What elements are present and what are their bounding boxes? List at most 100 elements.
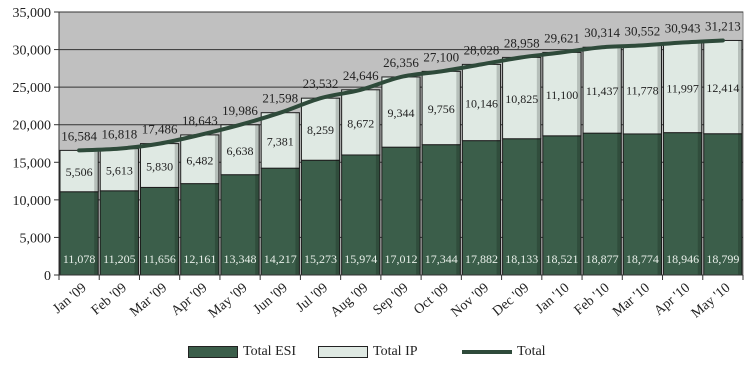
bar-ip	[461, 63, 502, 142]
label-esi: 15,974	[344, 252, 377, 266]
label-total: 18,643	[182, 113, 218, 128]
bar-esi	[180, 183, 220, 276]
label-ip: 12,414	[706, 81, 739, 95]
x-tick-label: Dec '09	[490, 281, 532, 320]
bar-shade	[617, 47, 622, 275]
label-ip: 8,259	[307, 123, 334, 137]
label-total: 16,584	[61, 128, 97, 143]
x-tick-label: May '10	[689, 281, 734, 322]
bar-shade	[536, 57, 541, 276]
label-ip: 11,100	[546, 88, 579, 102]
label-total: 30,943	[665, 20, 701, 35]
bar-shade	[94, 150, 99, 275]
label-ip: 5,613	[106, 164, 133, 178]
bar-esi	[703, 133, 743, 276]
bar-shade	[416, 76, 421, 275]
x-tick-label: Mar '10	[610, 281, 653, 320]
label-esi: 18,774	[626, 252, 659, 266]
label-ip: 8,672	[347, 116, 374, 130]
label-ip: 10,825	[505, 92, 538, 106]
bar-shade	[134, 148, 139, 275]
bar-esi	[461, 140, 502, 276]
bar-ip	[220, 124, 260, 176]
bar-esi	[542, 135, 582, 276]
label-ip: 5,506	[66, 165, 93, 179]
label-esi: 17,344	[425, 252, 458, 266]
label-total: 24,646	[343, 68, 379, 83]
y-tick-label: 35,000	[13, 6, 52, 21]
bar-esi	[260, 167, 300, 276]
bar-ip	[582, 46, 622, 134]
x-tick-label: Apr '10	[652, 281, 694, 319]
legend-line-total	[462, 350, 512, 354]
legend-item-ip: Total IP	[318, 344, 418, 360]
x-tick-label: Aug '09	[328, 281, 371, 321]
bar-esi	[341, 154, 381, 276]
bar-shade	[255, 124, 260, 275]
legend-label-esi: Total ESI	[243, 344, 297, 359]
data-labels: 11,078 5,506 16,584 11,205 5,613 16,818 11,656…	[61, 18, 741, 266]
y-tick-label: 10,000	[13, 194, 52, 209]
bar-shade	[697, 42, 702, 275]
label-esi: 15,273	[304, 252, 337, 266]
x-tick-label: Jun '09	[251, 281, 291, 318]
x-tick-label: Jul '09	[294, 281, 332, 316]
label-esi: 18,133	[505, 252, 538, 266]
bar-shade	[657, 45, 662, 276]
bar-ip	[180, 134, 220, 185]
label-ip: 6,638	[227, 144, 254, 158]
label-esi: 14,217	[264, 252, 297, 266]
x-tick-label: Apr '09	[169, 281, 211, 319]
total-line	[77, 38, 725, 153]
label-ip: 11,437	[586, 84, 619, 98]
bar-ip	[542, 51, 582, 137]
bar-ip	[139, 143, 180, 188]
legend: Total ESI Total IP Total	[0, 344, 746, 366]
label-ip: 5,830	[146, 160, 173, 174]
label-total: 29,621	[544, 30, 580, 45]
y-tick-label: 30,000	[13, 44, 52, 59]
bar-esi	[502, 138, 542, 276]
x-tick-label: Feb '10	[572, 281, 613, 319]
bar-shade	[737, 40, 742, 275]
label-total: 28,028	[464, 42, 500, 57]
label-total: 31,213	[705, 18, 741, 33]
label-total: 19,986	[222, 103, 258, 118]
y-tick-label: 0	[44, 269, 51, 284]
label-total: 30,314	[584, 25, 620, 40]
x-tick-label: Mar '09	[127, 281, 170, 320]
bar-esi	[381, 146, 421, 276]
label-total: 30,552	[625, 23, 661, 38]
label-esi: 11,078	[63, 252, 96, 266]
bar-shade	[174, 143, 179, 275]
legend-label-ip: Total IP	[373, 344, 418, 359]
bar-ip	[663, 41, 703, 134]
chart: 11,078 5,506 16,584 11,205 5,613 16,818 11,656…	[13, 6, 744, 322]
label-esi: 18,877	[586, 252, 619, 266]
label-total: 26,356	[383, 55, 419, 70]
label-esi: 12,161	[183, 252, 216, 266]
bar-shade	[375, 89, 380, 275]
label-esi: 17,882	[465, 252, 498, 266]
label-total: 21,598	[262, 91, 298, 106]
bar-ip	[99, 148, 139, 192]
bar-ip	[59, 149, 99, 193]
x-tick-label: Sep '09	[370, 281, 411, 319]
y-tick-label: 20,000	[13, 119, 52, 134]
bars	[59, 39, 743, 276]
label-esi: 18,946	[666, 252, 699, 266]
label-esi: 18,521	[545, 252, 578, 266]
legend-swatch-esi	[188, 346, 238, 358]
x-tick-label: Nov '09	[449, 281, 492, 321]
bar-shade	[214, 134, 219, 275]
label-total: 27,100	[423, 49, 459, 64]
bar-ip	[622, 44, 663, 135]
legend-item-total: Total	[462, 344, 546, 360]
label-ip: 9,756	[428, 102, 455, 116]
label-total: 23,532	[303, 76, 339, 91]
label-ip: 11,997	[666, 82, 699, 96]
y-tick-label: 5,000	[20, 231, 52, 246]
bar-shade	[335, 98, 340, 275]
label-esi: 18,799	[706, 252, 739, 266]
